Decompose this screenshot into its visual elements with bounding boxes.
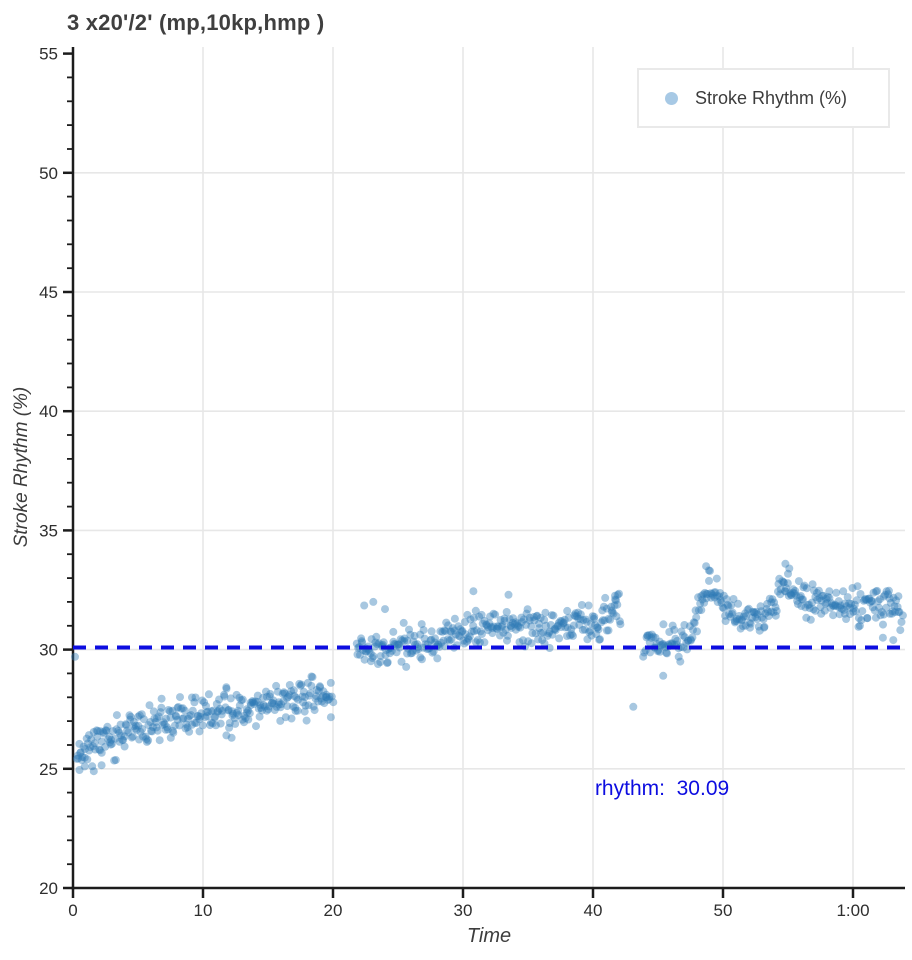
svg-text:20: 20 <box>39 879 58 898</box>
legend-marker-icon <box>665 91 678 105</box>
svg-text:35: 35 <box>39 521 58 540</box>
svg-text:40: 40 <box>39 402 58 421</box>
y-axis-title: Stroke Rhythm (%) <box>11 386 32 548</box>
svg-text:30: 30 <box>39 641 58 660</box>
gridlines <box>73 47 905 888</box>
svg-text:10: 10 <box>194 901 213 920</box>
svg-text:55: 55 <box>39 45 58 64</box>
axes-and-ticks <box>63 47 905 898</box>
x-axis-title: Time <box>466 925 512 947</box>
svg-text:20: 20 <box>324 901 343 920</box>
svg-text:30: 30 <box>454 901 473 920</box>
svg-text:25: 25 <box>39 760 58 779</box>
svg-text:40: 40 <box>584 901 603 920</box>
data-points <box>71 559 907 776</box>
svg-text:50: 50 <box>39 164 58 183</box>
chart-title: 3 x20'/2' (mp,10kp,hmp ) <box>67 10 325 35</box>
svg-text:0: 0 <box>68 901 77 920</box>
svg-text:1:00: 1:00 <box>836 901 869 920</box>
svg-text:45: 45 <box>39 283 58 302</box>
tick-labels: 20 25 30 35 40 45 50 55 0 10 20 30 40 50 1:00 <box>39 45 869 920</box>
legend-label: Stroke Rhythm (%) <box>695 87 848 108</box>
svg-text:50: 50 <box>714 901 733 920</box>
legend: Stroke Rhythm (%) <box>637 68 890 128</box>
reference-value-annotation: rhythm: 30.09 <box>594 777 730 801</box>
